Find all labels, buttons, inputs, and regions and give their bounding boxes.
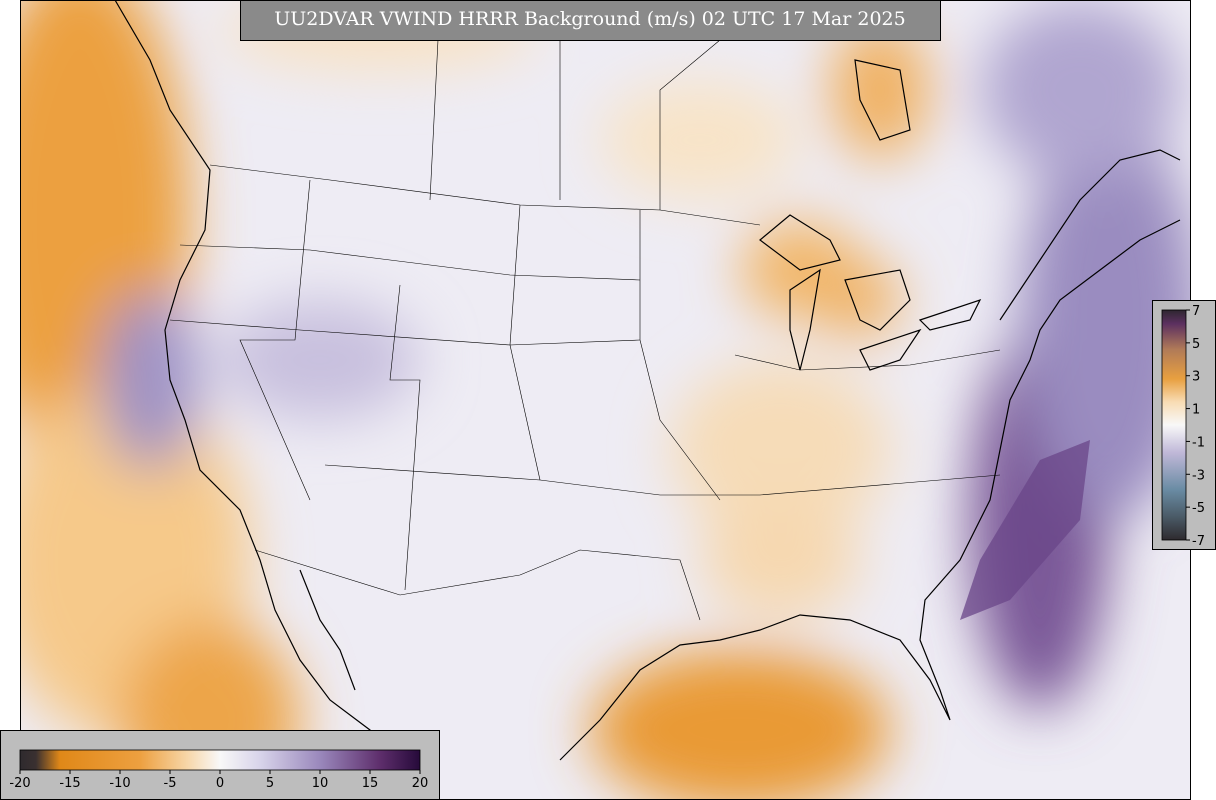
colorbar-right: 7 5 3 1 -1 -3 -5 -7 [1152, 300, 1216, 550]
tick-label: 15 [362, 776, 379, 791]
tick-label: -3 [1192, 468, 1205, 483]
tick-label: -7 [1192, 534, 1205, 549]
tick-label: 10 [312, 776, 329, 791]
tick-label: -15 [59, 776, 80, 791]
tick-label: -5 [1192, 501, 1205, 516]
tick-label: -20 [9, 776, 30, 791]
tick-label: 3 [1192, 370, 1200, 385]
shading [960, 440, 1090, 620]
borders [169, 0, 1001, 621]
title: UU2DVAR VWIND HRRR Background (m/s) 02 U… [274, 8, 905, 30]
tick-label: -5 [164, 776, 177, 791]
tick-label: 5 [266, 776, 274, 791]
title-box: UU2DVAR VWIND HRRR Background (m/s) 02 U… [240, 0, 941, 41]
tick-label: -10 [109, 776, 130, 791]
colorbar-bottom: -20 -15 -10 -5 0 5 10 15 20 [0, 730, 440, 800]
tick-label: 7 [1192, 304, 1200, 319]
tick-label: 20 [412, 776, 429, 791]
tick-label: -1 [1192, 435, 1205, 450]
tick-label: 0 [216, 776, 224, 791]
coastlines [114, 0, 1181, 761]
tick-label: 1 [1192, 403, 1200, 418]
tick-label: 5 [1192, 337, 1200, 352]
